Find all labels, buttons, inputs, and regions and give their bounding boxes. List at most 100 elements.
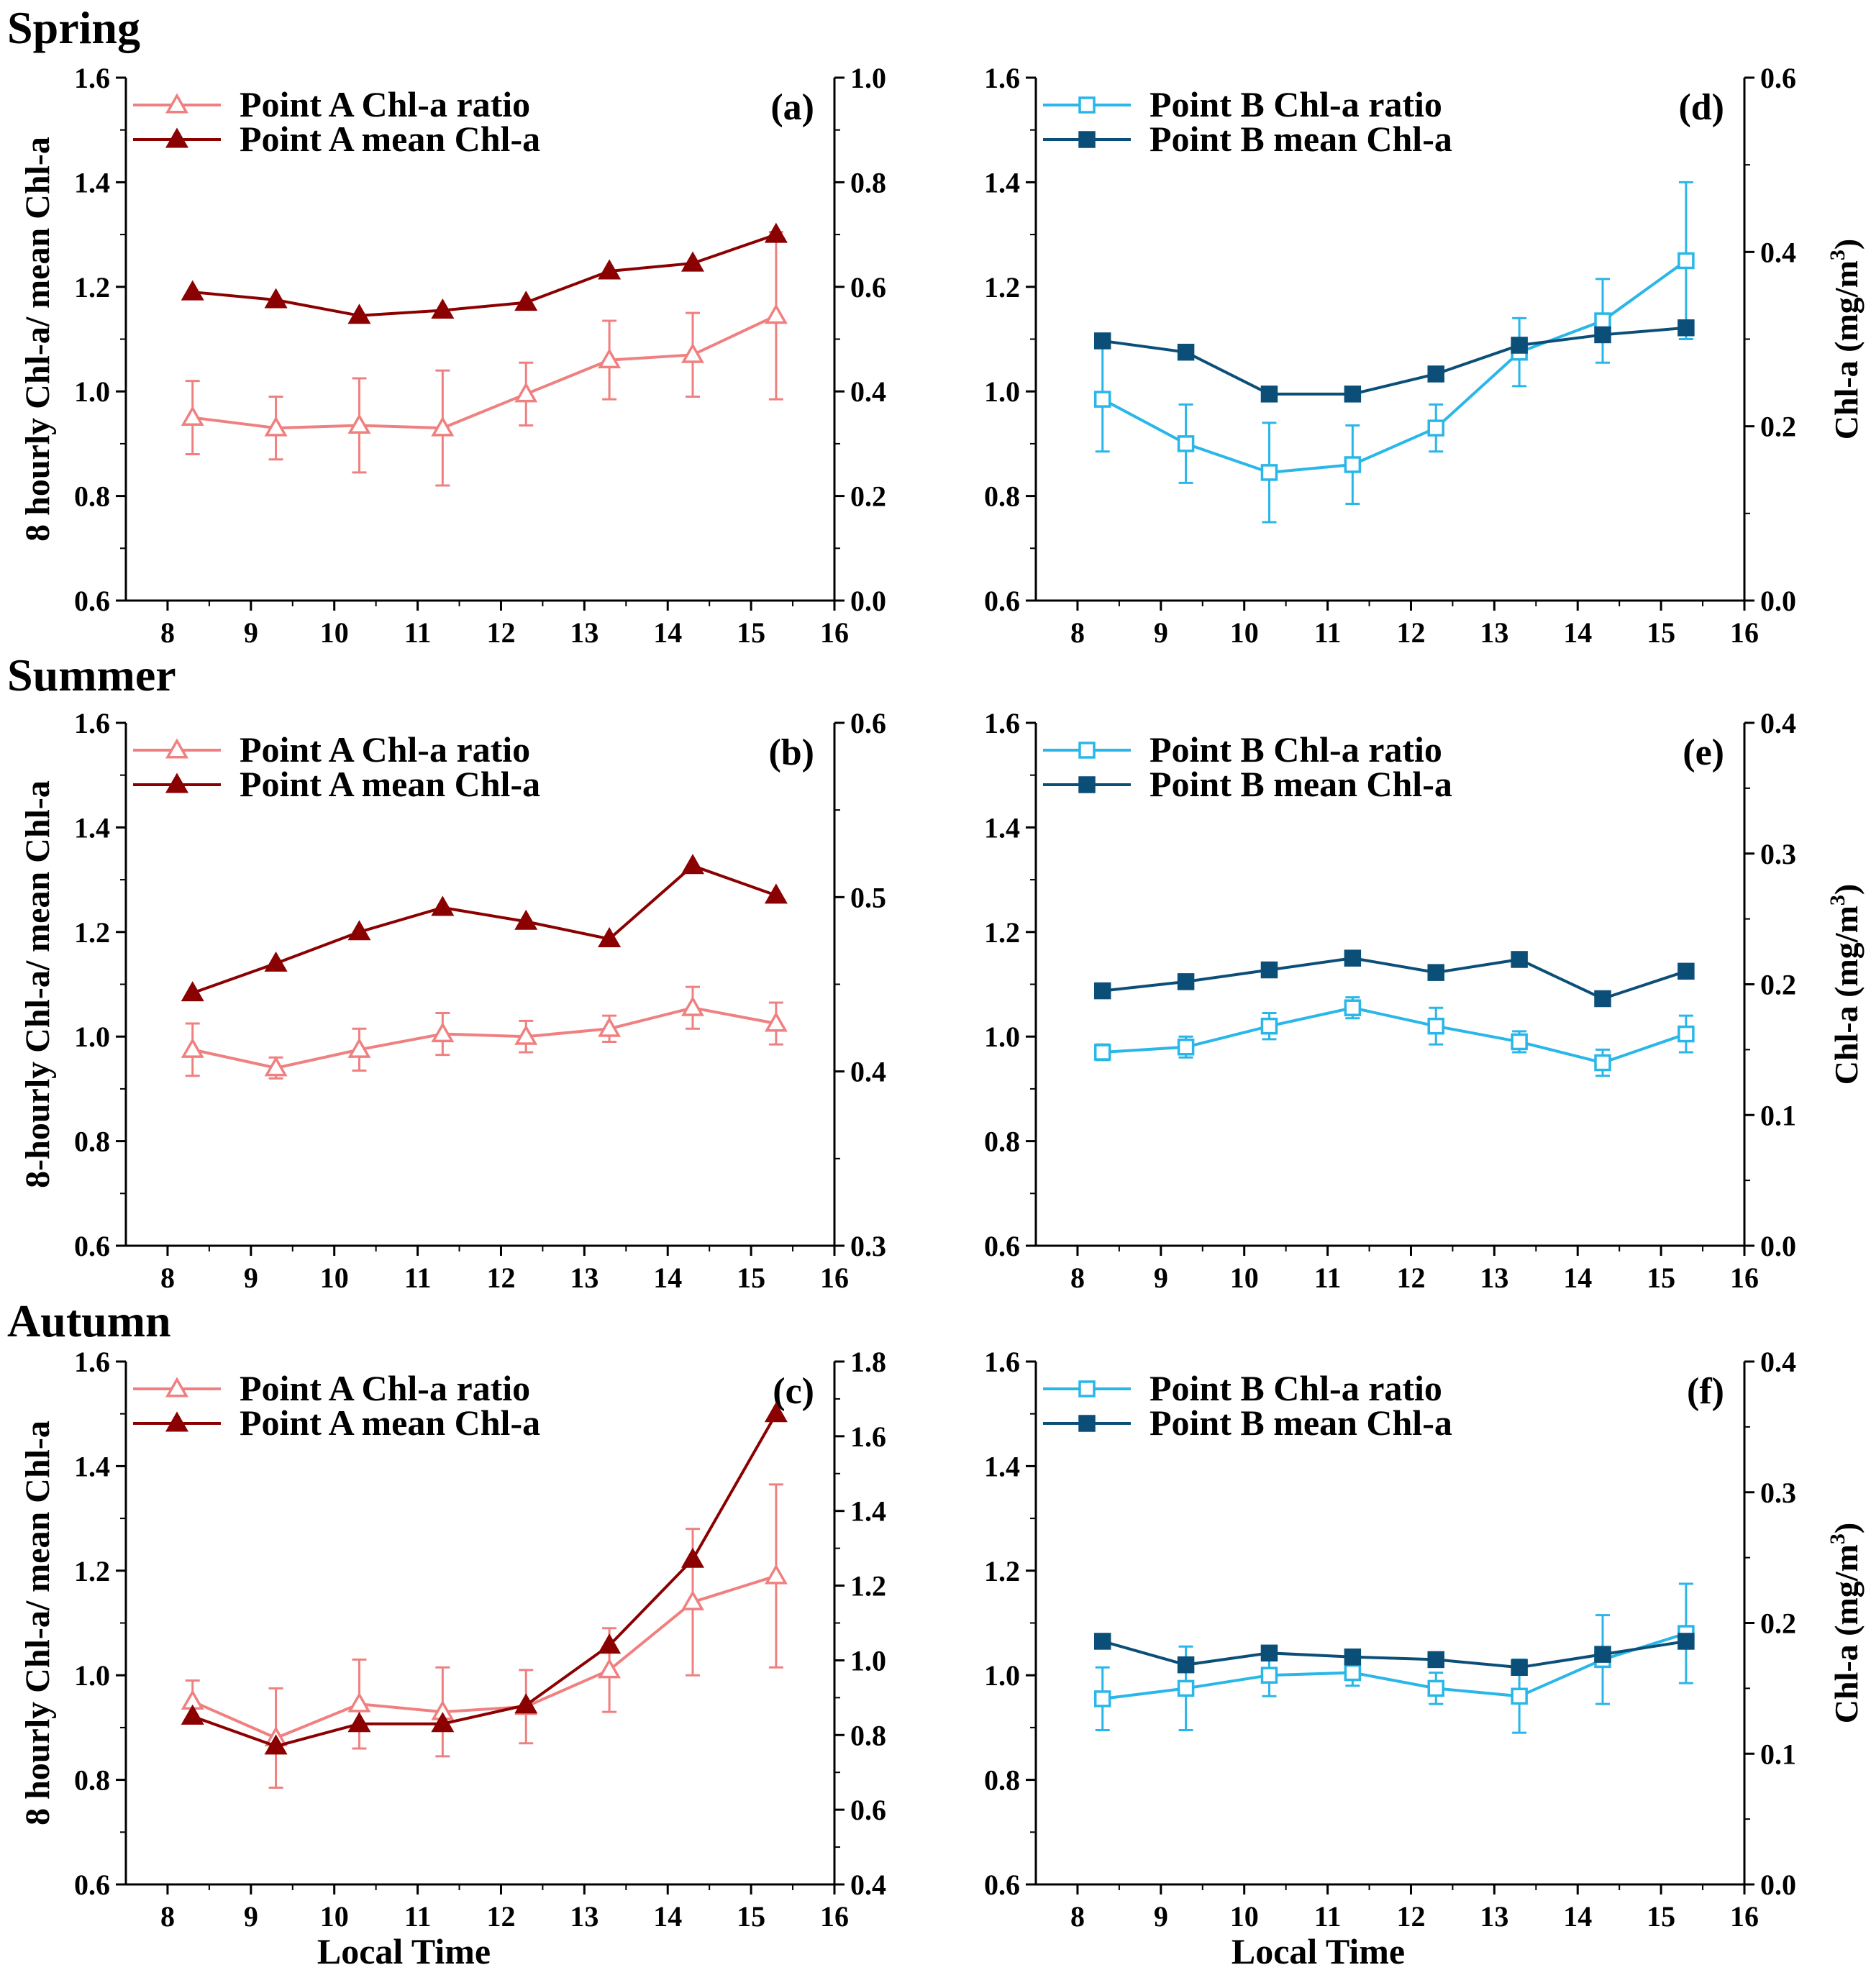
legend-entry: Point B mean Chl-a <box>1150 1403 1452 1443</box>
x-tick-label: 9 <box>244 616 258 649</box>
x-tick-label: 9 <box>244 1900 258 1933</box>
x-tick-label: 10 <box>1230 1262 1259 1294</box>
data-point <box>1093 1044 1111 1061</box>
y2-tick-label: 0.6 <box>850 1794 886 1826</box>
x-tick-label: 12 <box>1396 1262 1425 1294</box>
y-tick-label: 1.2 <box>74 271 110 304</box>
y2-axis-title-main: Chl-a (mg/m <box>1828 260 1865 439</box>
y-tick-label: 1.4 <box>74 1450 110 1482</box>
data-point <box>1594 326 1611 344</box>
x-tick-label: 12 <box>486 616 515 649</box>
data-point <box>1594 1054 1611 1072</box>
y2-tick-label: 0.2 <box>850 480 886 513</box>
data-point <box>1177 1679 1195 1697</box>
data-point <box>1344 1649 1362 1666</box>
data-point <box>264 416 288 437</box>
legend-marker <box>165 1411 189 1432</box>
legend-marker <box>1078 96 1096 114</box>
series-triangle-filled <box>181 222 788 324</box>
data-point <box>598 926 622 947</box>
data-point <box>347 1712 371 1733</box>
panel-label: (c) <box>773 1371 814 1412</box>
y2-axis-title-sup: 3 <box>1826 1533 1849 1544</box>
y-tick-label: 1.0 <box>74 1021 110 1053</box>
y-tick-label: 0.6 <box>74 1230 110 1262</box>
series-line <box>1102 1006 1687 1064</box>
panel-b: 8 9 10 11 12 13 14 15 16 0.6 0.8 1.0 1.2 1.4 1.6 0.3 0.4… <box>19 707 886 1294</box>
y-tick-label: 1.4 <box>984 811 1020 844</box>
data-point <box>1093 332 1111 350</box>
legend-marker <box>165 127 189 148</box>
y2-tick-label: 0.0 <box>1760 1869 1796 1901</box>
x-tick-label: 14 <box>1563 1900 1592 1933</box>
series-line <box>191 1574 777 1740</box>
x-tick-label: 15 <box>737 616 765 649</box>
data-point <box>1511 951 1528 968</box>
x-tick-label: 13 <box>1480 616 1508 649</box>
x-tick-label: 9 <box>1154 1262 1168 1294</box>
legend-entry: Point A mean Chl-a <box>240 119 540 159</box>
data-point <box>514 1024 538 1045</box>
x-tick-label: 9 <box>1154 1900 1168 1933</box>
x-tick-label: 15 <box>1647 1900 1675 1933</box>
data-point <box>764 883 788 904</box>
data-point <box>1677 252 1695 270</box>
panel-e: 8 9 10 11 12 13 14 15 16 0.6 0.8 1.0 1.2 1.4 1.6 0.0 0.1… <box>984 707 1865 1294</box>
data-point <box>1344 386 1362 403</box>
x-tick-label: 8 <box>160 616 175 649</box>
series-line <box>192 1006 777 1070</box>
x-tick-label: 14 <box>1563 1262 1592 1294</box>
x-tick-label: 8 <box>1070 616 1085 649</box>
y2-tick-label: 0.4 <box>850 1869 886 1901</box>
y-tick-label: 1.6 <box>74 62 110 94</box>
x-tick-label: 11 <box>404 616 432 649</box>
data-point <box>1260 464 1278 481</box>
x-tick-label: 13 <box>1480 1900 1508 1933</box>
y-axis-title: 8-hourly Chl-a/ mean Chl-a <box>19 780 57 1188</box>
x-tick-label: 14 <box>653 1900 682 1933</box>
data-point <box>181 1704 204 1725</box>
data-point <box>680 995 705 1016</box>
series-line <box>1102 326 1687 396</box>
y-tick-label: 1.2 <box>74 916 110 949</box>
x-tick-label: 16 <box>820 616 849 649</box>
data-point <box>264 951 288 972</box>
series-triangle-open <box>181 985 788 1080</box>
x-tick-label: 13 <box>570 616 598 649</box>
legend-marker <box>165 1377 189 1397</box>
data-point <box>1177 435 1195 452</box>
y-tick-label: 0.8 <box>984 1126 1020 1158</box>
season-label-spring: Spring <box>7 2 140 53</box>
x-tick-label: 9 <box>1154 616 1168 649</box>
y-tick-label: 1.0 <box>74 375 110 408</box>
y-tick-label: 1.2 <box>984 271 1020 304</box>
y2-tick-label: 0.8 <box>850 1719 886 1751</box>
series-square-filled <box>1093 949 1695 1008</box>
x-tick-label: 11 <box>1314 616 1342 649</box>
x-tick-label: 10 <box>320 1262 349 1294</box>
y2-axis-title-sup: 3 <box>1826 895 1849 906</box>
data-point <box>347 1692 371 1713</box>
x-tick-label: 11 <box>404 1262 432 1294</box>
data-point <box>431 416 455 437</box>
panel-label: (e) <box>1683 732 1724 773</box>
y2-tick-label: 0.1 <box>1760 1738 1796 1770</box>
legend-entry: Point B mean Chl-a <box>1150 119 1452 159</box>
y2-axis-title: Chl-a (mg/m3) <box>1826 239 1865 439</box>
x-tick-label: 16 <box>820 1262 849 1294</box>
y-tick-label: 1.6 <box>984 707 1020 739</box>
y2-tick-label: 0.6 <box>1760 62 1796 94</box>
x-axis-title: Local Time <box>317 1931 491 1971</box>
y-tick-label: 0.8 <box>984 1764 1020 1797</box>
data-point <box>1511 1659 1528 1677</box>
data-point <box>1594 312 1611 329</box>
data-point <box>1177 1038 1195 1056</box>
series-line <box>192 233 777 317</box>
data-point <box>1677 1025 1695 1043</box>
legend-entry: Point B Chl-a ratio <box>1150 729 1442 770</box>
y2-tick-label: 0.6 <box>850 271 886 304</box>
